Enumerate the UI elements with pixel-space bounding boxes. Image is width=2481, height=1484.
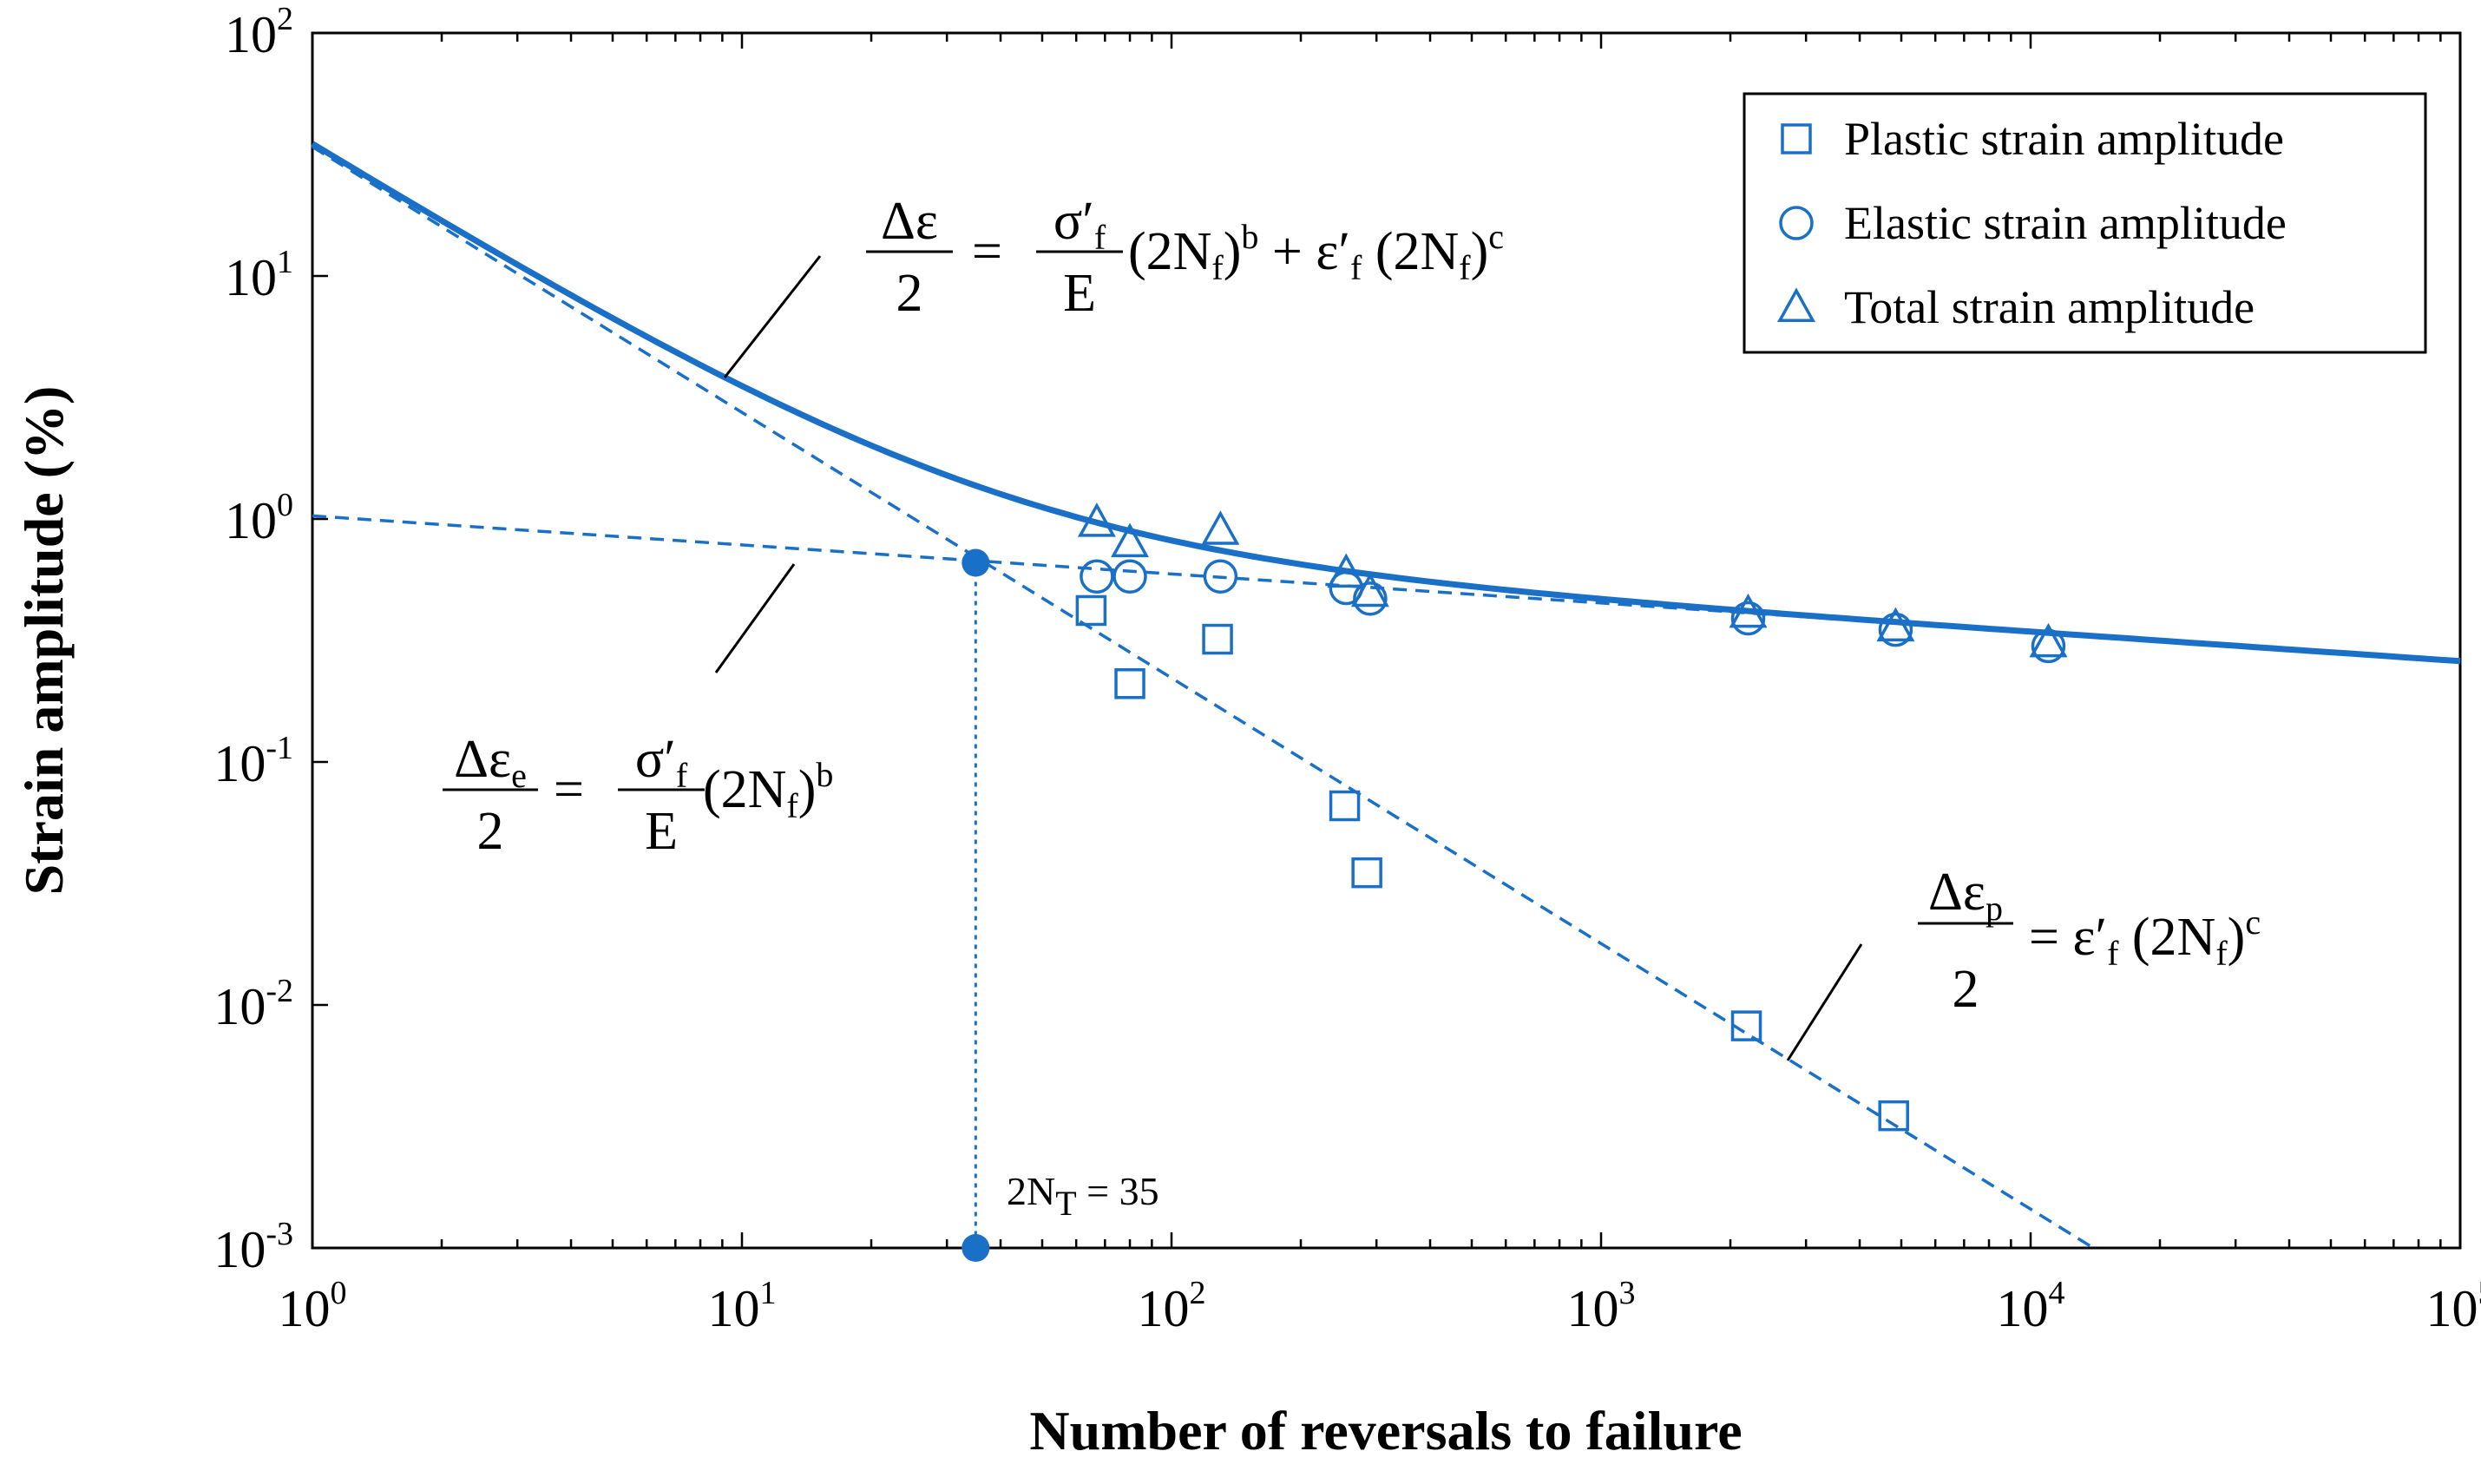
x-tick-labels: 100 101 102 103 104 105 bbox=[279, 1275, 2481, 1337]
y-tick-labels: 10-3 10-2 10-1 100 101 102 bbox=[213, 1, 293, 1278]
svg-text:= ε′f (2Nf)c: = ε′f (2Nf)c bbox=[2029, 903, 2261, 973]
svg-text:E: E bbox=[1063, 264, 1096, 323]
total-eq-leader bbox=[723, 255, 822, 378]
total-point bbox=[1111, 522, 1150, 558]
svg-text:σ′f: σ′f bbox=[635, 730, 688, 795]
y-tick-label: 10-2 bbox=[213, 973, 293, 1035]
svg-text:Δε: Δε bbox=[881, 192, 938, 251]
total-strain-equation: Δε 2 = σ′f E (2Nf)b + ε′f (2Nf)c bbox=[866, 192, 1504, 323]
svg-text:2: 2 bbox=[1953, 960, 1979, 1019]
y-tick-label: 102 bbox=[225, 1, 293, 63]
elastic-point bbox=[1353, 581, 1388, 616]
elastic-point bbox=[1113, 559, 1147, 594]
plot-area bbox=[311, 31, 2462, 1250]
svg-text:Δεp: Δεp bbox=[1928, 863, 2003, 928]
plastic-point bbox=[1202, 623, 1233, 655]
legend-icons bbox=[1777, 123, 1815, 322]
plastic-point bbox=[1878, 1100, 1909, 1132]
x-tick-label: 103 bbox=[1567, 1275, 1636, 1337]
svg-text:2: 2 bbox=[896, 264, 923, 323]
elastic-strain-equation: Δεe 2 = σ′f E (2Nf)b bbox=[443, 730, 833, 861]
legend-icon-triangle bbox=[1777, 287, 1815, 322]
svg-text:E: E bbox=[645, 802, 678, 861]
plastic-fit-line bbox=[312, 145, 2095, 1250]
plastic-point bbox=[1730, 1010, 1762, 1041]
x-tick-label: 102 bbox=[1138, 1275, 1206, 1337]
total-point bbox=[1729, 593, 1768, 628]
x-tick-label: 100 bbox=[279, 1275, 347, 1337]
total-point bbox=[2029, 622, 2068, 658]
svg-text:(2Nf)b + ε′f (2Nf)c: (2Nf)b + ε′f (2Nf)c bbox=[1128, 217, 1504, 287]
x-tick-label: 101 bbox=[708, 1275, 777, 1337]
total-point bbox=[1077, 502, 1116, 537]
transition-axis-point bbox=[962, 1234, 990, 1262]
x-tick-label: 104 bbox=[1997, 1275, 2065, 1337]
plastic-point bbox=[1114, 668, 1145, 699]
data-markers bbox=[1075, 502, 2068, 1132]
total-point bbox=[1327, 553, 1366, 588]
legend-label-elastic: Elastic strain amplitude bbox=[1844, 197, 2287, 249]
legend: Plastic strain amplitude Elastic strain … bbox=[1743, 92, 2427, 354]
elastic-point bbox=[1080, 559, 1114, 594]
svg-text:(2Nf)b: (2Nf)b bbox=[703, 755, 833, 825]
total-point bbox=[1350, 572, 1389, 607]
svg-text:σ′f: σ′f bbox=[1053, 192, 1106, 257]
elastic-point bbox=[2031, 628, 2066, 664]
y-tick-label: 101 bbox=[225, 244, 293, 306]
elastic-point bbox=[1878, 612, 1913, 647]
plastic-strain-equation: Δεp 2 = ε′f (2Nf)c bbox=[1918, 863, 2261, 1019]
svg-text:Δεe: Δεe bbox=[454, 730, 527, 795]
y-tick-label: 10-3 bbox=[213, 1216, 293, 1278]
elastic-point bbox=[1203, 559, 1238, 594]
total-fit-curve bbox=[311, 141, 2461, 665]
y-tick-label: 100 bbox=[225, 487, 293, 549]
x-axis-title: Number of reversals to failure bbox=[1029, 1400, 1742, 1461]
svg-text:2: 2 bbox=[477, 802, 504, 861]
tick-marks bbox=[311, 31, 2442, 1250]
plastic-point bbox=[1351, 857, 1382, 889]
svg-text:=: = bbox=[972, 222, 1002, 281]
plastic-eq-leader bbox=[1786, 943, 1863, 1061]
y-axis-title: Strain amplitude (%) bbox=[13, 386, 75, 896]
elastic-eq-leader bbox=[714, 563, 796, 673]
legend-icon-square bbox=[1781, 123, 1812, 154]
legend-label-total: Total strain amplitude bbox=[1844, 281, 2255, 333]
y-tick-label: 10-1 bbox=[213, 730, 293, 792]
plastic-point bbox=[1329, 790, 1361, 822]
transition-label: 2NT = 35 bbox=[1007, 1169, 1159, 1223]
legend-label-plastic: Plastic strain amplitude bbox=[1844, 113, 2284, 165]
legend-box bbox=[1743, 92, 2427, 354]
legend-icon-circle bbox=[1779, 206, 1814, 240]
total-point bbox=[1876, 607, 1915, 642]
elastic-point bbox=[1730, 601, 1766, 636]
x-tick-label: 105 bbox=[2426, 1275, 2481, 1337]
total-point bbox=[1201, 510, 1240, 545]
svg-text:=: = bbox=[554, 760, 584, 819]
transition-point bbox=[962, 548, 990, 577]
plastic-point bbox=[1075, 594, 1107, 627]
